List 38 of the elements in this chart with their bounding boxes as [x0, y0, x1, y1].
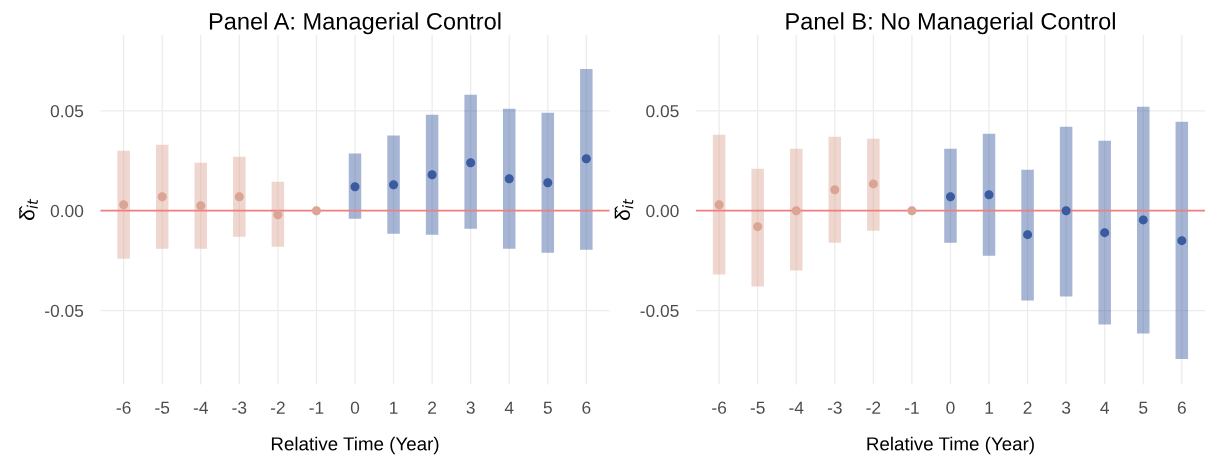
x-tick-label: 6	[1177, 401, 1186, 414]
x-tick-label: 1	[985, 401, 994, 414]
x-tick-label: 2	[1023, 401, 1032, 414]
x-axis-title: Relative Time (Year)	[867, 436, 1034, 455]
x-tick-label: -6	[116, 401, 131, 414]
x-tick-label: -1	[904, 401, 919, 414]
x-tick-label: -4	[193, 401, 208, 414]
x-tick-label: -2	[270, 401, 285, 414]
x-tick-label: 5	[1139, 401, 1148, 414]
x-tick-label: -4	[789, 401, 804, 414]
y-tick-label: 0.00	[646, 204, 679, 218]
x-tick-label: 0	[946, 401, 955, 414]
y-axis-title: δ̂$_{it}$	[19, 198, 38, 220]
x-tick-label: -6	[712, 401, 727, 414]
x-tick-label: 4	[1100, 401, 1110, 414]
y-tick-label: 0.00	[50, 204, 84, 218]
x-tick-label: 6	[582, 401, 591, 414]
x-tick-label: -1	[309, 401, 324, 414]
chart-title: Panel B: No Managerial Control	[786, 12, 1115, 35]
x-tick-label: -5	[155, 401, 170, 414]
y-tick-label: -0.05	[45, 304, 84, 318]
x-tick-label: -2	[866, 401, 881, 414]
x-tick-label: 1	[390, 401, 398, 414]
x-tick-label: 3	[1061, 401, 1071, 414]
x-tick-label: 5	[543, 401, 552, 414]
y-tick-label: 0.05	[646, 105, 679, 118]
y-tick-label: 0.05	[50, 105, 84, 118]
x-tick-label: 0	[350, 401, 360, 414]
x-tick-label: 2	[428, 401, 437, 414]
x-axis-title: Relative Time (Year)	[271, 436, 439, 455]
x-tick-label: -3	[827, 401, 842, 414]
x-tick-label: 3	[466, 401, 475, 414]
x-tick-label: -3	[232, 401, 247, 414]
chart-title: Panel A: Managerial Control	[209, 12, 501, 35]
x-tick-label: -5	[750, 401, 765, 414]
y-tick-label: -0.05	[640, 304, 679, 318]
y-axis-title: δ̂$_{it}$	[614, 198, 634, 220]
x-tick-label: 4	[504, 401, 514, 414]
